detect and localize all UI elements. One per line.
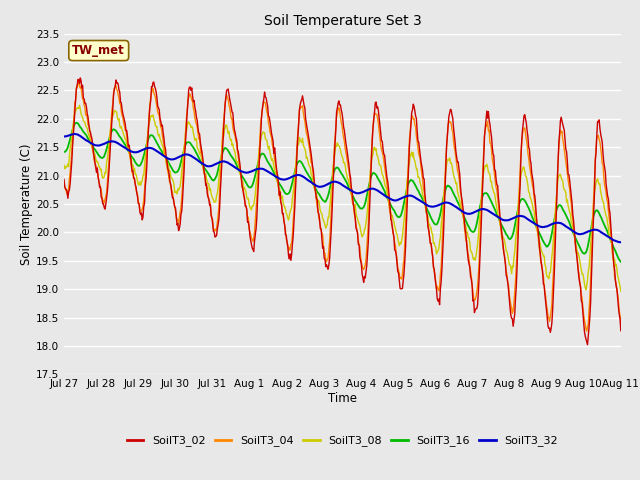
Title: Soil Temperature Set 3: Soil Temperature Set 3 [264,14,421,28]
X-axis label: Time: Time [328,392,357,405]
Y-axis label: Soil Temperature (C): Soil Temperature (C) [20,143,33,265]
Legend: SoilT3_02, SoilT3_04, SoilT3_08, SoilT3_16, SoilT3_32: SoilT3_02, SoilT3_04, SoilT3_08, SoilT3_… [122,431,563,451]
Text: TW_met: TW_met [72,44,125,57]
